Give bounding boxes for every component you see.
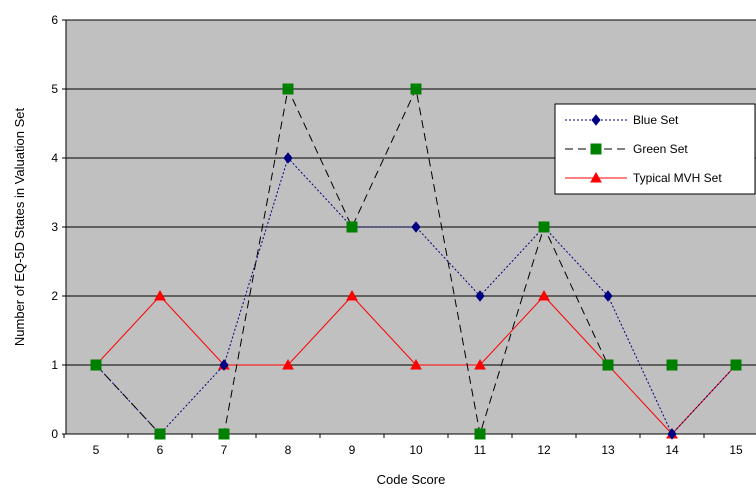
legend-label: Green Set [633,142,688,156]
legend-item: Typical MVH Set [565,171,722,185]
y-tick-label: 1 [51,358,58,372]
x-tick-label: 10 [409,443,423,457]
data-point [475,290,485,302]
gridlines [66,19,756,366]
legend-marker [590,143,602,155]
data-point [666,359,678,371]
data-point [474,358,486,370]
series-layer [90,83,742,440]
data-point [282,358,294,370]
y-tick-label: 5 [51,82,58,96]
data-point [218,428,230,440]
legend-box [554,103,756,195]
data-point [410,83,422,95]
x-tick-label: 8 [285,443,292,457]
legend: Blue Set Green Set Typical MVH Set [554,103,756,195]
y-tick-label: 6 [51,13,58,27]
series-line [95,157,737,435]
data-point [538,289,550,301]
x-tick-label: 14 [665,443,679,457]
data-point [667,428,677,440]
x-tick-label: 9 [349,443,356,457]
data-point [346,221,358,233]
x-tick-label: 15 [729,443,743,457]
x-tick-label: 12 [537,443,551,457]
y-tick-label: 2 [51,289,58,303]
x-tick-label: 11 [474,443,487,457]
y-tick-label: 3 [51,220,58,234]
data-point [730,359,742,371]
legend-label: Blue Set [633,113,679,127]
x-tick-label: 6 [157,443,164,457]
data-point [90,359,102,371]
legend-item: Green Set [565,142,688,156]
data-point [154,428,166,440]
data-point [154,289,166,301]
data-point [219,359,229,371]
legend-marker [590,171,602,183]
data-point [411,221,421,233]
data-point [346,289,358,301]
x-tick-label: 13 [601,443,615,457]
data-point [474,428,486,440]
data-point [538,221,550,233]
x-tick-label: 5 [93,443,100,457]
x-tick-label: 7 [221,443,228,457]
data-point [603,290,613,302]
x-axis-title: Code Score [377,472,446,487]
y-tick-label: 4 [51,151,58,165]
data-point [282,83,294,95]
data-point [283,152,293,164]
y-tick-label: 0 [51,427,58,441]
legend-marker [591,114,601,126]
data-point [602,359,614,371]
legend-label: Typical MVH Set [633,171,722,185]
series-green-set [90,83,742,440]
y-axis-title: Number of EQ-5D States in Valuation Set [12,108,27,347]
data-point [410,358,422,370]
legend-item: Blue Set [565,113,679,127]
